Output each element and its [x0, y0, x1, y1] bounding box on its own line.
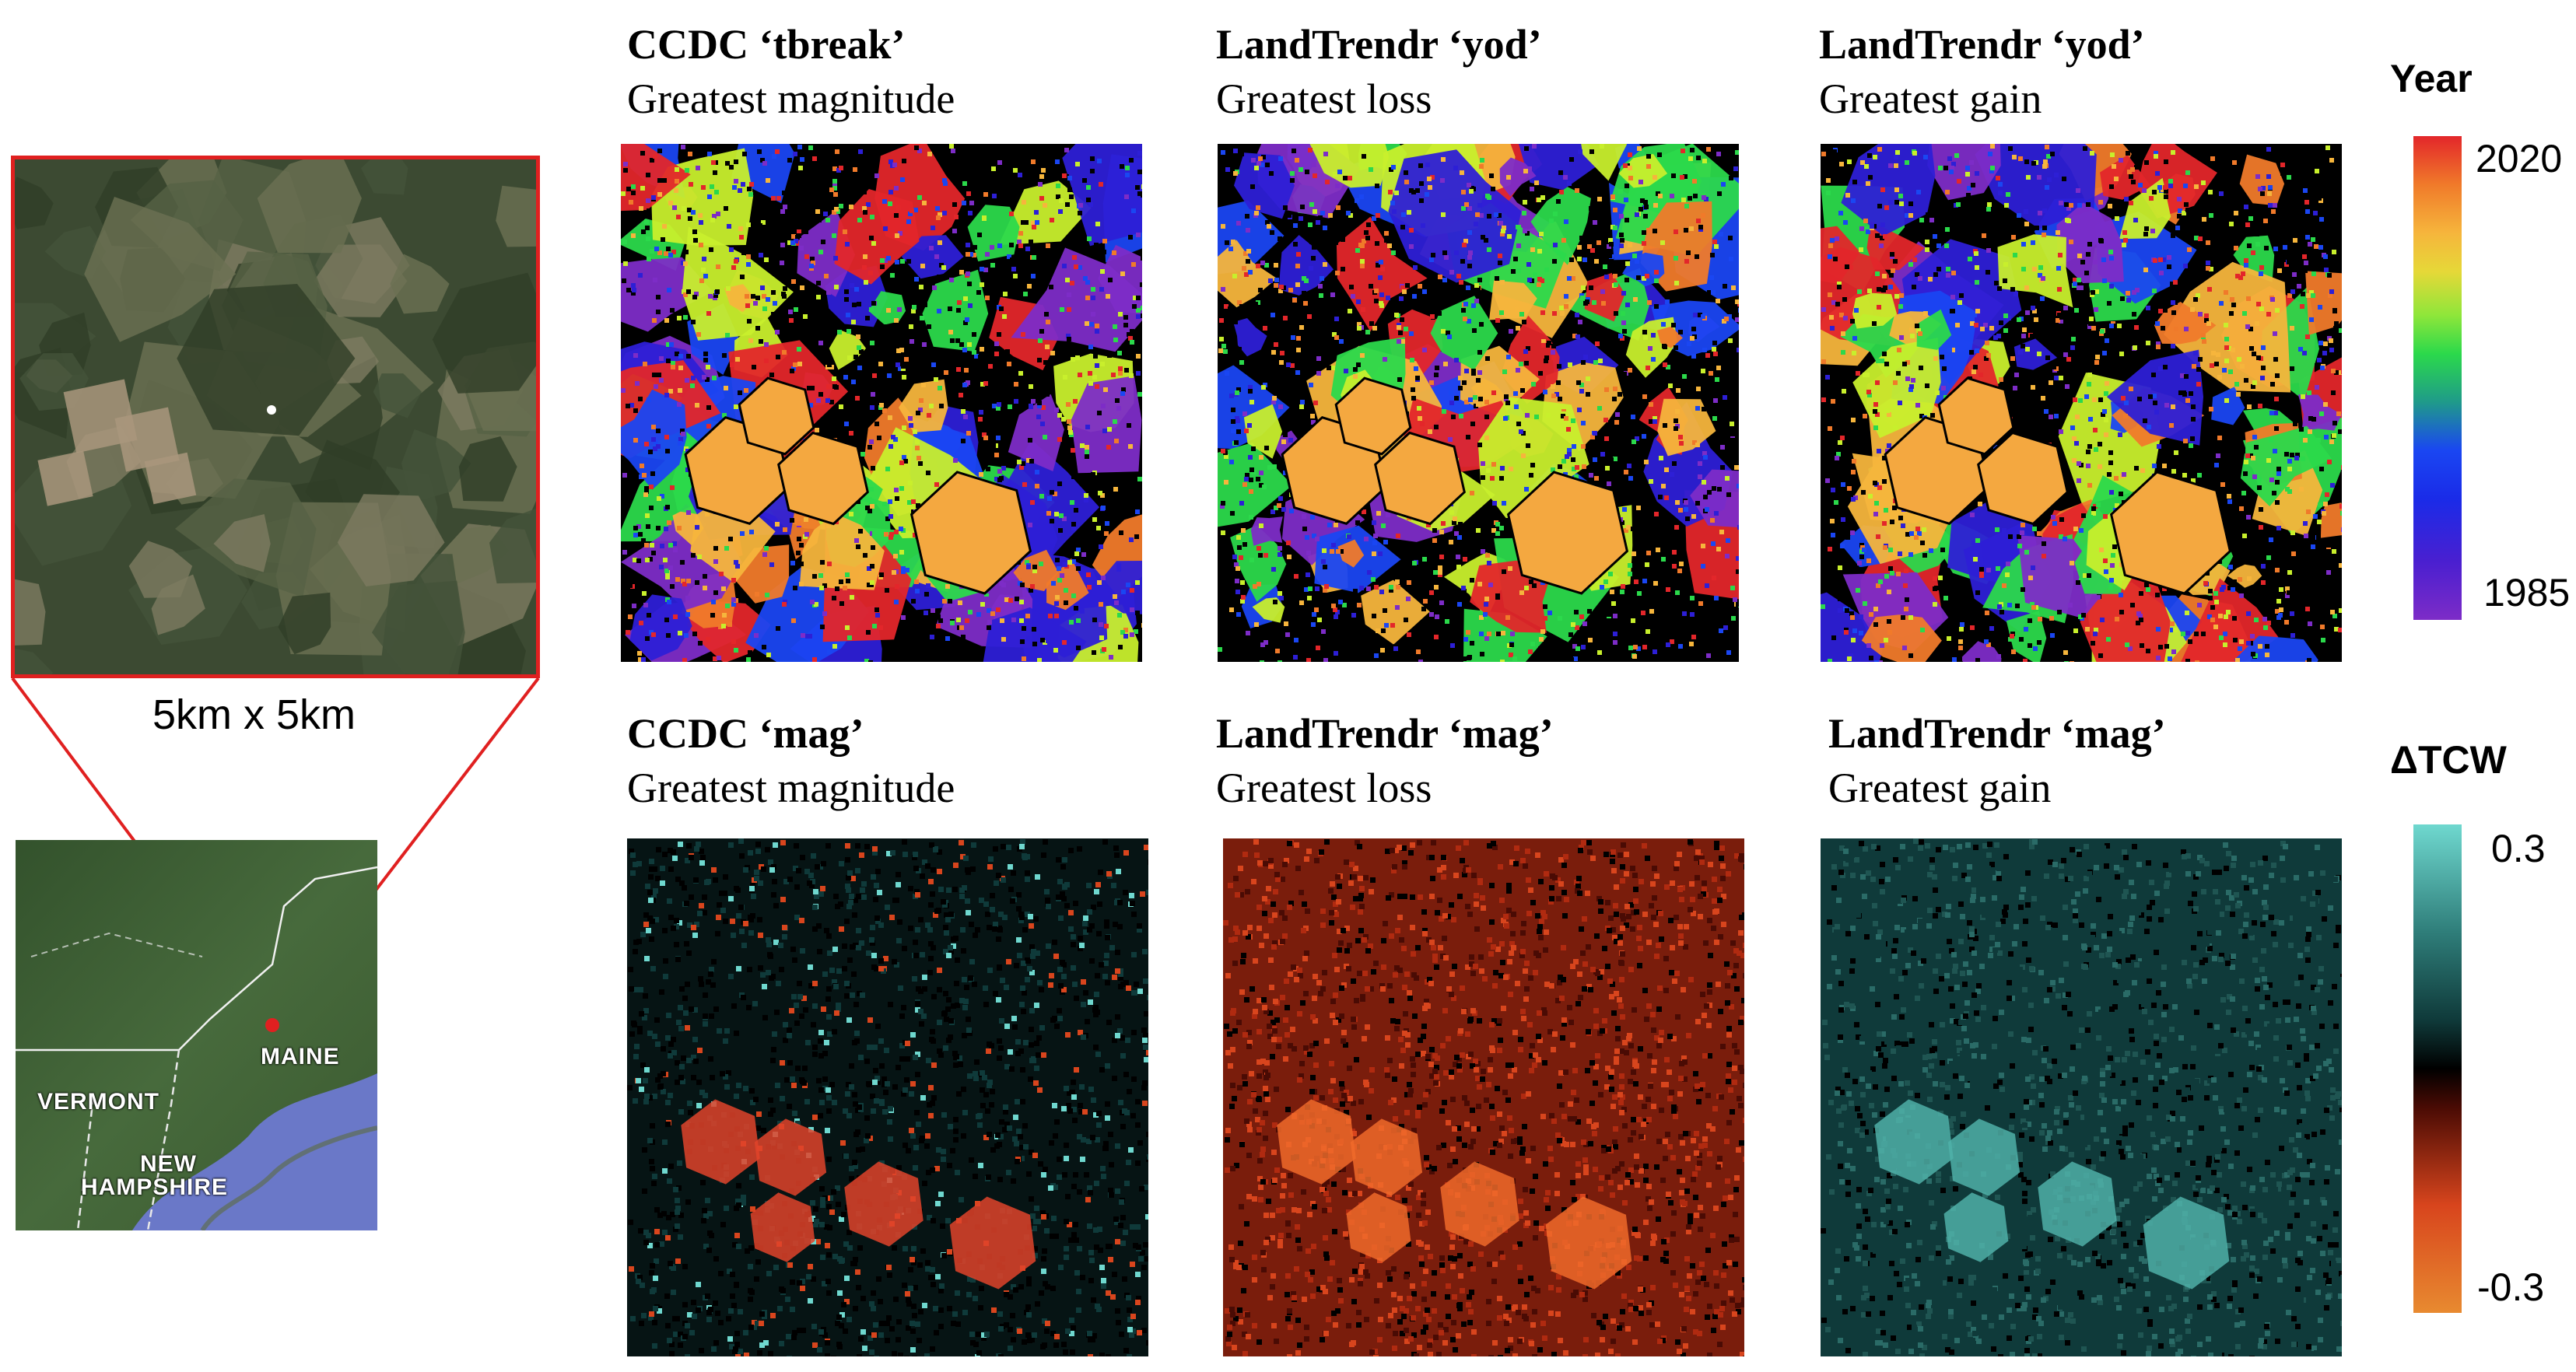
year-min-label: 1985	[2483, 571, 2571, 614]
panel-4-ccdc-mag-map	[627, 838, 1148, 1356]
tcw-min-label: -0.3	[2477, 1265, 2545, 1309]
panel-1-title: CCDC ‘tbreak’	[627, 21, 906, 68]
panel-6-landtrendr-mag-gain-map	[1821, 838, 2342, 1356]
panel-2-landtrendr-yod-loss-map	[1218, 144, 1739, 662]
year-legend-title: Year	[2390, 57, 2473, 100]
label-new: NEW	[140, 1151, 197, 1177]
panel-3-subtitle: Greatest gain	[1819, 75, 2042, 122]
panel-1-subtitle: Greatest magnitude	[627, 75, 955, 122]
panel-6-subtitle: Greatest gain	[1828, 765, 2052, 811]
locator-map-svg	[16, 840, 377, 1230]
panel-4-title: CCDC ‘mag’	[627, 710, 864, 757]
label-hampshire: HAMPSHIRE	[81, 1174, 229, 1200]
panel-5-subtitle: Greatest loss	[1216, 765, 1432, 811]
panel-2-title: LandTrendr ‘yod’	[1216, 21, 1542, 68]
satellite-inset-image	[11, 156, 540, 678]
panel-5-landtrendr-mag-loss-map	[1223, 838, 1744, 1356]
label-vermont: VERMONT	[37, 1089, 159, 1115]
panel-3-title: LandTrendr ‘yod’	[1819, 21, 2145, 68]
panel-6-title: LandTrendr ‘mag’	[1828, 710, 2166, 757]
panel-2-subtitle: Greatest loss	[1216, 75, 1432, 122]
tcw-colorbar	[2413, 824, 2462, 1313]
panel-3-landtrendr-yod-gain-map	[1821, 144, 2342, 662]
tcw-max-label: 0.3	[2491, 827, 2546, 870]
year-colorbar	[2413, 136, 2462, 620]
year-max-label: 2020	[2476, 137, 2563, 180]
panel-4-subtitle: Greatest magnitude	[627, 765, 955, 811]
label-maine: MAINE	[261, 1044, 340, 1069]
panel-5-title: LandTrendr ‘mag’	[1216, 710, 1554, 757]
scale-label: 5km x 5km	[152, 691, 356, 738]
locator-map: MAINE VERMONT NEW HAMPSHIRE	[16, 840, 377, 1230]
panel-1-ccdc-tbreak-map	[621, 144, 1142, 662]
tcw-legend-title: ΔTCW	[2390, 738, 2507, 782]
